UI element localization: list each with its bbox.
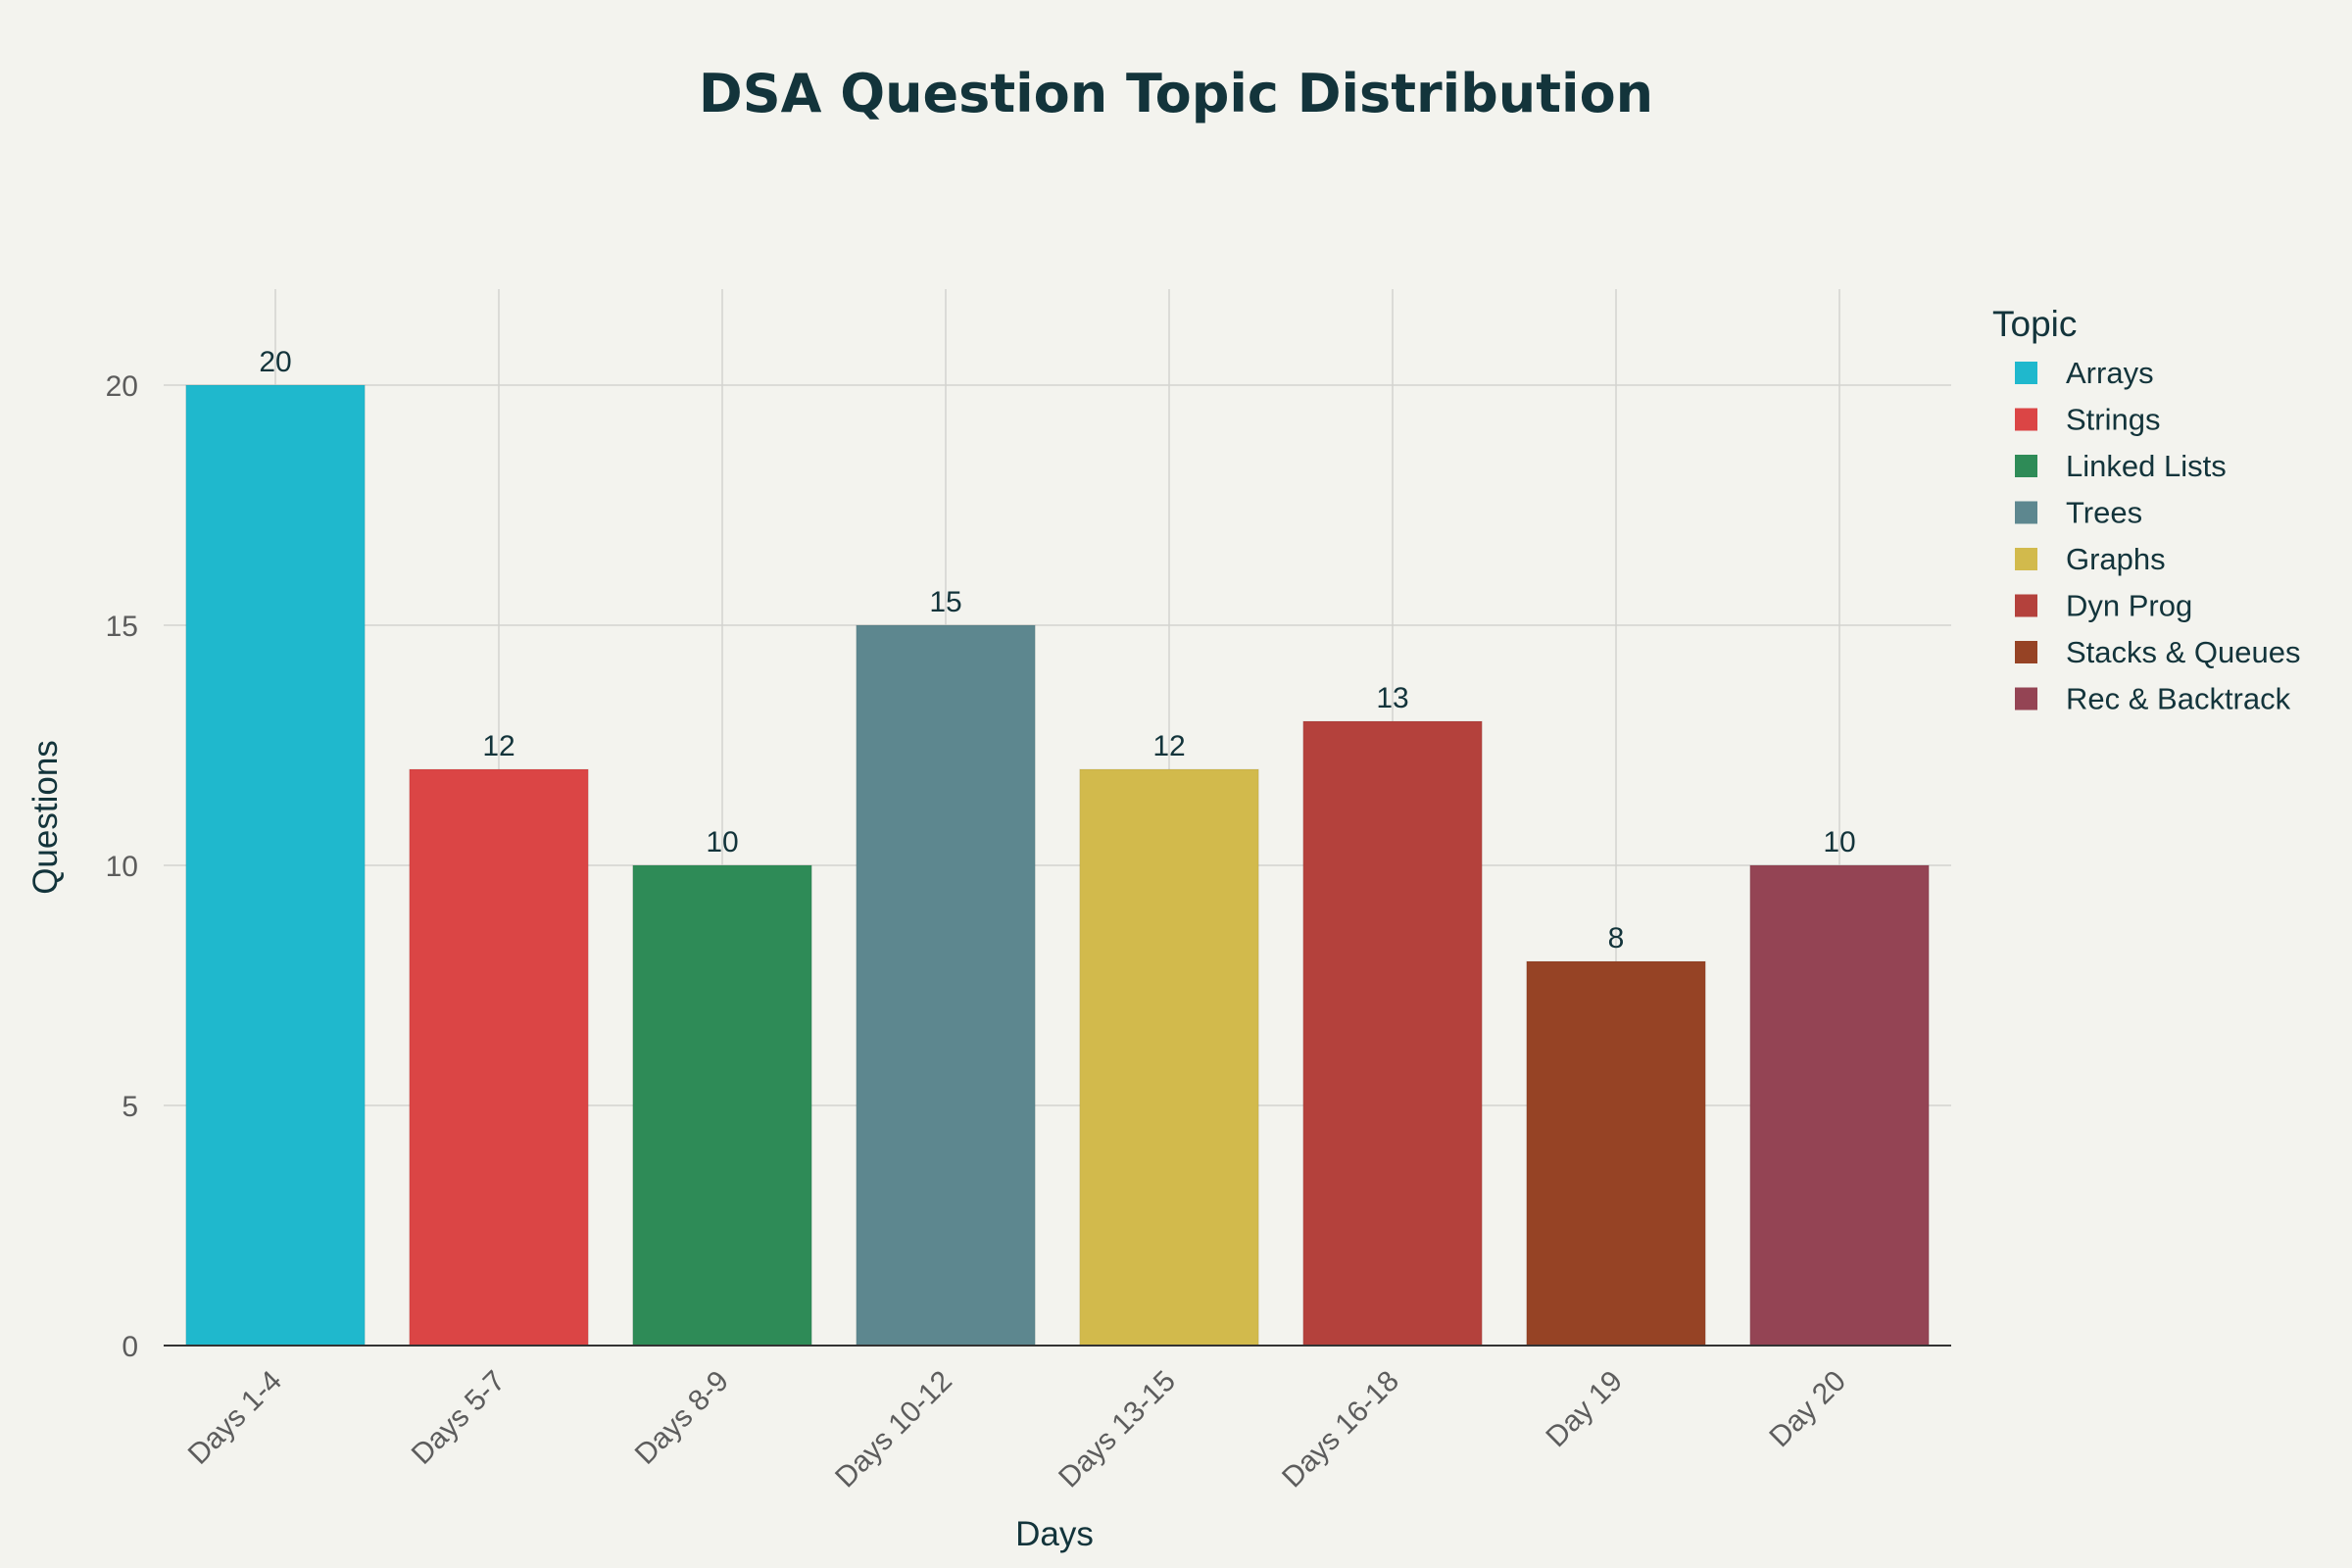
legend-swatch bbox=[2015, 455, 2037, 477]
x-tick-label: Days 13-15 bbox=[1053, 1365, 1182, 1494]
data-label: 10 bbox=[1823, 826, 1855, 858]
legend-label: Dyn Prog bbox=[2066, 589, 2192, 623]
x-tick-label: Day 20 bbox=[1763, 1365, 1852, 1454]
data-label: 8 bbox=[1608, 922, 1625, 955]
data-label: 13 bbox=[1376, 682, 1408, 714]
legend-label: Strings bbox=[2066, 403, 2160, 437]
legend-item-arrays[interactable]: Arrays bbox=[2015, 356, 2154, 390]
x-tick-label: Days 10-12 bbox=[829, 1365, 958, 1494]
legend-item-dyn-prog[interactable]: Dyn Prog bbox=[2015, 589, 2192, 623]
data-labels: 20 12 10 15 12 13 8 10 bbox=[259, 346, 1855, 955]
data-label: 12 bbox=[1152, 730, 1185, 762]
legend-swatch bbox=[2015, 594, 2037, 617]
legend-label: Arrays bbox=[2066, 356, 2154, 390]
bars bbox=[185, 384, 1930, 1347]
legend: Topic Arrays Strings Linked Lists Trees Grap… bbox=[1992, 304, 2301, 716]
legend-item-graphs[interactable]: Graphs bbox=[2015, 542, 2166, 576]
data-label: 10 bbox=[706, 826, 738, 858]
legend-swatch bbox=[2015, 501, 2037, 524]
bar-dyn-prog[interactable] bbox=[1302, 720, 1483, 1347]
y-tick-label: 10 bbox=[106, 851, 138, 883]
data-label: 12 bbox=[482, 730, 514, 762]
bar-stacks-queues[interactable] bbox=[1526, 960, 1706, 1347]
x-tick-label: Days 16-18 bbox=[1276, 1365, 1405, 1494]
bar-strings[interactable] bbox=[409, 768, 589, 1347]
y-tick-label: 5 bbox=[122, 1091, 138, 1123]
legend-item-trees[interactable]: Trees bbox=[2015, 496, 2142, 530]
x-axis-title: Days bbox=[1015, 1515, 1094, 1553]
legend-label: Rec & Backtrack bbox=[2066, 682, 2291, 716]
y-tick-label: 15 bbox=[106, 611, 138, 643]
legend-label: Graphs bbox=[2066, 542, 2166, 576]
legend-item-stacks-queues[interactable]: Stacks & Queues bbox=[2015, 635, 2301, 669]
x-tick-label: Days 5-7 bbox=[406, 1365, 512, 1471]
x-tick-label: Days 8-9 bbox=[629, 1365, 735, 1471]
legend-swatch bbox=[2015, 362, 2037, 384]
legend-item-strings[interactable]: Strings bbox=[2015, 403, 2160, 437]
bar-rec-backtrack[interactable] bbox=[1749, 864, 1930, 1347]
x-tick-label: Day 19 bbox=[1540, 1365, 1629, 1454]
legend-label: Linked Lists bbox=[2066, 449, 2227, 483]
bar-graphs[interactable] bbox=[1079, 768, 1259, 1347]
chart-title: DSA Question Topic Distribution bbox=[699, 63, 1653, 124]
x-tick-label: Days 1-4 bbox=[182, 1365, 288, 1471]
legend-label: Trees bbox=[2066, 496, 2142, 530]
bar-arrays[interactable] bbox=[185, 384, 366, 1347]
legend-swatch bbox=[2015, 548, 2037, 570]
data-label: 20 bbox=[259, 346, 291, 378]
legend-swatch bbox=[2015, 641, 2037, 663]
legend-swatch bbox=[2015, 687, 2037, 710]
bar-trees[interactable] bbox=[856, 624, 1036, 1347]
data-label: 15 bbox=[929, 586, 961, 618]
legend-item-linked-lists[interactable]: Linked Lists bbox=[2015, 449, 2227, 483]
y-tick-label: 0 bbox=[122, 1331, 138, 1363]
legend-label: Stacks & Queues bbox=[2066, 635, 2301, 669]
legend-item-rec-backtrack[interactable]: Rec & Backtrack bbox=[2015, 682, 2291, 716]
legend-title: Topic bbox=[1992, 304, 2077, 344]
y-tick-label: 20 bbox=[106, 370, 138, 403]
legend-swatch bbox=[2015, 408, 2037, 431]
bar-linked-lists[interactable] bbox=[632, 864, 812, 1347]
y-axis-title: Questions bbox=[26, 740, 65, 895]
